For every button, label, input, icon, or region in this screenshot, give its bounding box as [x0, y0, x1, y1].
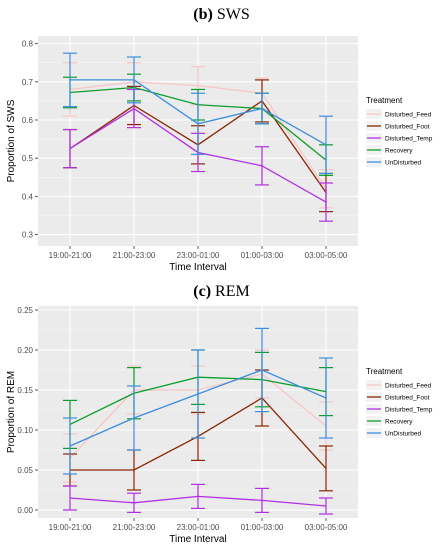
sws-legend-title: Treatment [366, 96, 403, 105]
sws-series-line-undisturbed [70, 79, 327, 146]
sws-y-tick-label: 0.3 [22, 231, 34, 240]
rem-legend-label-disturbed-feed: Disturbed_Feed [385, 383, 432, 390]
sws-y-tick-label: 0.6 [22, 116, 34, 125]
rem-y-tick-label: 0.10 [17, 426, 33, 435]
sws-legend-label-disturbed-temp: Disturbed_Temp [385, 136, 433, 143]
sws-legend-label-disturbed-foot: Disturbed_Foot [385, 124, 430, 131]
rem-panel-title: (c) REM [0, 283, 443, 301]
rem-x-tick-label: 23:00-01:00 [177, 523, 220, 532]
sws-panel-name: SWS [216, 6, 250, 23]
sws-panel-label: (b) [193, 6, 213, 23]
sws-y-tick-label: 0.7 [22, 78, 34, 87]
sws-panel-title: (b) SWS [0, 6, 443, 24]
rem-x-tick-label: 03:00-05:00 [305, 523, 348, 532]
sws-legend-label-disturbed-feed: Disturbed_Feed [385, 112, 432, 119]
rem-y-tick-label: 0.05 [17, 466, 33, 475]
sws-x-tick-label: 01:00-03:00 [241, 251, 284, 260]
rem-y-tick-label: 0.25 [17, 306, 33, 315]
rem-x-tick-label: 01:00-03:00 [241, 523, 284, 532]
rem-legend-title: Treatment [366, 367, 403, 376]
rem-legend-label-disturbed-foot: Disturbed_Foot [385, 395, 430, 402]
sws-errorbar-disturbed-temp [63, 128, 77, 169]
rem-panel-label: (c) [193, 283, 212, 300]
sws-y-tick-label: 0.4 [22, 192, 34, 201]
sws-legend-label-undisturbed: UnDisturbed [385, 160, 422, 167]
rem-panel-name: REM [215, 283, 250, 300]
rem-legend-label-recovery: Recovery [385, 419, 413, 426]
rem-legend-label-undisturbed: UnDisturbed [385, 431, 422, 438]
sws-x-tick-label: 23:00-01:00 [177, 251, 220, 260]
sws-x-tick-label: 19:00-21:00 [49, 251, 92, 260]
sws-x-tick-label: 21:00-23:00 [113, 251, 156, 260]
sws-chart: 0.3 0.4 0.5 0.6 0.7 0.8 19:00-21:00 21:00-23:00… [6, 36, 433, 273]
rem-chart: 0.00 0.05 0.10 0.15 0.20 0.25 19:00-21:00 21:00… [6, 306, 433, 545]
rem-legend-label-disturbed-temp: Disturbed_Temp [385, 407, 433, 414]
sws-legend-label-recovery: Recovery [385, 148, 413, 155]
sws-x-tick-label: 03:00-05:00 [305, 251, 348, 260]
sws-y-tick-label: 0.8 [22, 40, 34, 49]
rem-y-tick-label: 0.15 [17, 386, 33, 395]
sws-x-axis-title: Time Interval [169, 262, 226, 273]
rem-y-tick-label: 0.20 [17, 346, 33, 355]
sws-y-tick-label: 0.5 [22, 154, 34, 163]
rem-x-tick-label: 19:00-21:00 [49, 523, 92, 532]
rem-series-line-disturbed-temp [69, 495, 327, 507]
rem-x-tick-label: 21:00-23:00 [113, 523, 156, 532]
rem-y-axis-title: Proportion of REM [6, 371, 17, 453]
rem-series-line-undisturbed [69, 369, 327, 447]
sws-y-axis-title: Proportion of SWS [6, 99, 17, 182]
rem-y-tick-label: 0.00 [17, 506, 33, 515]
rem-x-axis-title: Time Interval [169, 534, 226, 545]
